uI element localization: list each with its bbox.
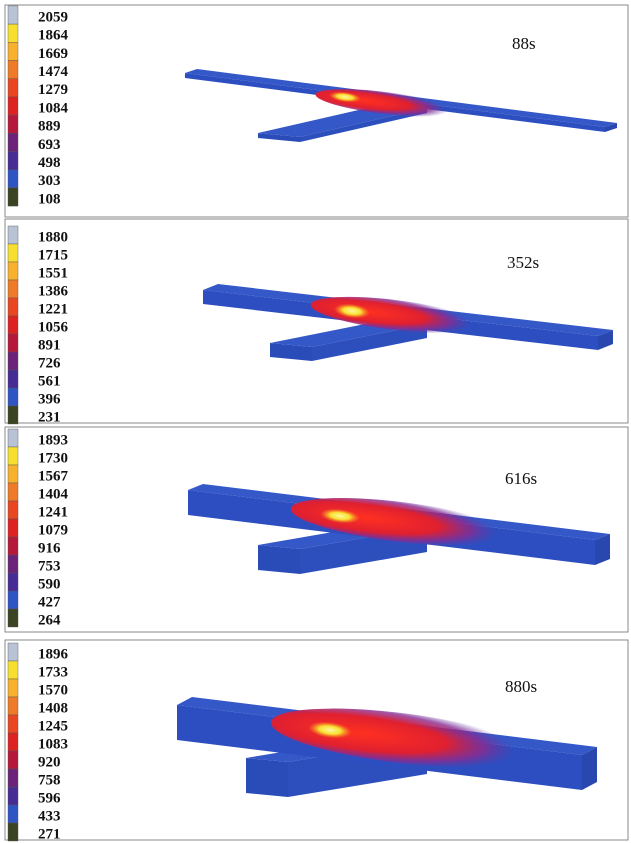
- colorbar-swatch: [8, 679, 18, 697]
- legend-label: 1386: [38, 283, 69, 299]
- colorbar-swatch: [8, 133, 18, 151]
- colorbar-swatch: [8, 24, 18, 42]
- legend-label: 920: [38, 754, 61, 770]
- legend-label: 1279: [38, 82, 68, 98]
- colorbar-swatch: [8, 298, 18, 316]
- colorbar-swatch: [8, 519, 18, 537]
- colorbar-swatch: [8, 787, 18, 805]
- colorbar-swatch: [8, 591, 18, 609]
- legend-label: 1404: [38, 486, 69, 502]
- legend-label: 596: [38, 790, 61, 806]
- time-label: 352s: [507, 253, 539, 272]
- legend-label: 561: [38, 373, 61, 389]
- colorbar-swatch: [8, 352, 18, 370]
- figure: 2059 1864 1669 1474 1279 1084 889 693 498 303 108 8…: [0, 0, 631, 843]
- colorbar-swatch: [8, 609, 18, 627]
- legend-label: 1241: [38, 504, 68, 520]
- legend-label: 427: [38, 594, 61, 610]
- legend-label: 1567: [38, 468, 69, 484]
- colorbar-swatch: [8, 465, 18, 483]
- legend-label: 1669: [38, 46, 68, 62]
- colorbar-swatch: [8, 805, 18, 823]
- legend-label: 758: [38, 772, 61, 788]
- branch-front: [258, 545, 300, 574]
- colorbar-swatch: [8, 733, 18, 751]
- colorbar-swatch: [8, 280, 18, 298]
- legend-label: 1864: [38, 28, 69, 44]
- time-label: 880s: [505, 677, 537, 696]
- legend-label: 1245: [38, 718, 68, 734]
- legend-label: 1056: [38, 319, 69, 335]
- legend-label: 590: [38, 576, 61, 592]
- legend-label: 264: [38, 612, 61, 628]
- legend-label: 498: [38, 155, 61, 171]
- legend-label: 889: [38, 119, 61, 135]
- colorbar-swatch: [8, 661, 18, 679]
- legend-label: 916: [38, 540, 61, 556]
- legend-label: 891: [38, 337, 61, 353]
- legend-label: 1570: [38, 682, 68, 698]
- colorbar-swatch: [8, 483, 18, 501]
- colorbar-swatch: [8, 697, 18, 715]
- legend-label: 1079: [38, 522, 68, 538]
- panel: 2059 1864 1669 1474 1279 1084 889 693 498 303 108 8…: [5, 5, 628, 217]
- panel: 1893 1730 1567 1404 1241 1079 916 753 590 427 264 6…: [5, 427, 628, 632]
- legend-label: 231: [38, 409, 61, 425]
- legend-label: 1551: [38, 265, 68, 281]
- colorbar-swatch: [8, 170, 18, 188]
- legend-label: 1880: [38, 229, 68, 245]
- legend-label: 1893: [38, 432, 68, 448]
- colorbar-swatch: [8, 6, 18, 24]
- colorbar-swatch: [8, 715, 18, 733]
- colorbar-swatch: [8, 79, 18, 97]
- legend-label: 271: [38, 826, 61, 842]
- colorbar-swatch: [8, 370, 18, 388]
- colorbar-swatch: [8, 643, 18, 661]
- colorbar-swatch: [8, 334, 18, 352]
- legend-label: 396: [38, 391, 61, 407]
- legend-label: 108: [38, 191, 61, 207]
- legend-label: 1221: [38, 301, 68, 317]
- legend-label: 1408: [38, 700, 68, 716]
- legend-label: 1730: [38, 450, 68, 466]
- legend-label: 433: [38, 808, 61, 824]
- panel: 1896 1733 1570 1408 1245 1083 920 758 596 433 271 8…: [5, 640, 628, 842]
- branch-front: [246, 758, 288, 797]
- colorbar-swatch: [8, 537, 18, 555]
- colorbar-swatch: [8, 823, 18, 841]
- colorbar-swatch: [8, 152, 18, 170]
- colorbar-swatch: [8, 447, 18, 465]
- colorbar-swatch: [8, 226, 18, 244]
- legend-label: 693: [38, 137, 61, 153]
- legend-label: 1474: [38, 64, 69, 80]
- colorbar-swatch: [8, 97, 18, 115]
- legend-label: 1715: [38, 247, 68, 263]
- panel: 1880 1715 1551 1386 1221 1056 891 726 561 396 231 3…: [5, 219, 628, 425]
- colorbar-swatch: [8, 429, 18, 447]
- colorbar-swatch: [8, 388, 18, 406]
- legend-label: 303: [38, 173, 61, 189]
- colorbar-swatch: [8, 244, 18, 262]
- legend-label: 726: [38, 355, 61, 371]
- colorbar-swatch: [8, 751, 18, 769]
- time-label: 88s: [512, 34, 536, 53]
- colorbar-swatch: [8, 115, 18, 133]
- colorbar-swatch: [8, 573, 18, 591]
- legend-label: 753: [38, 558, 61, 574]
- colorbar-swatch: [8, 262, 18, 280]
- colorbar-swatch: [8, 501, 18, 519]
- time-label: 616s: [505, 469, 537, 488]
- legend-label: 1084: [38, 100, 69, 116]
- colorbar-swatch: [8, 61, 18, 79]
- legend-label: 1733: [38, 664, 68, 680]
- colorbar-swatch: [8, 769, 18, 787]
- colorbar-swatch: [8, 406, 18, 424]
- colorbar-swatch: [8, 188, 18, 206]
- colorbar-swatch: [8, 42, 18, 60]
- legend-label: 1083: [38, 736, 68, 752]
- colorbar-swatch: [8, 316, 18, 334]
- colorbar-swatch: [8, 555, 18, 573]
- legend-label: 2059: [38, 9, 68, 25]
- legend-label: 1896: [38, 646, 69, 662]
